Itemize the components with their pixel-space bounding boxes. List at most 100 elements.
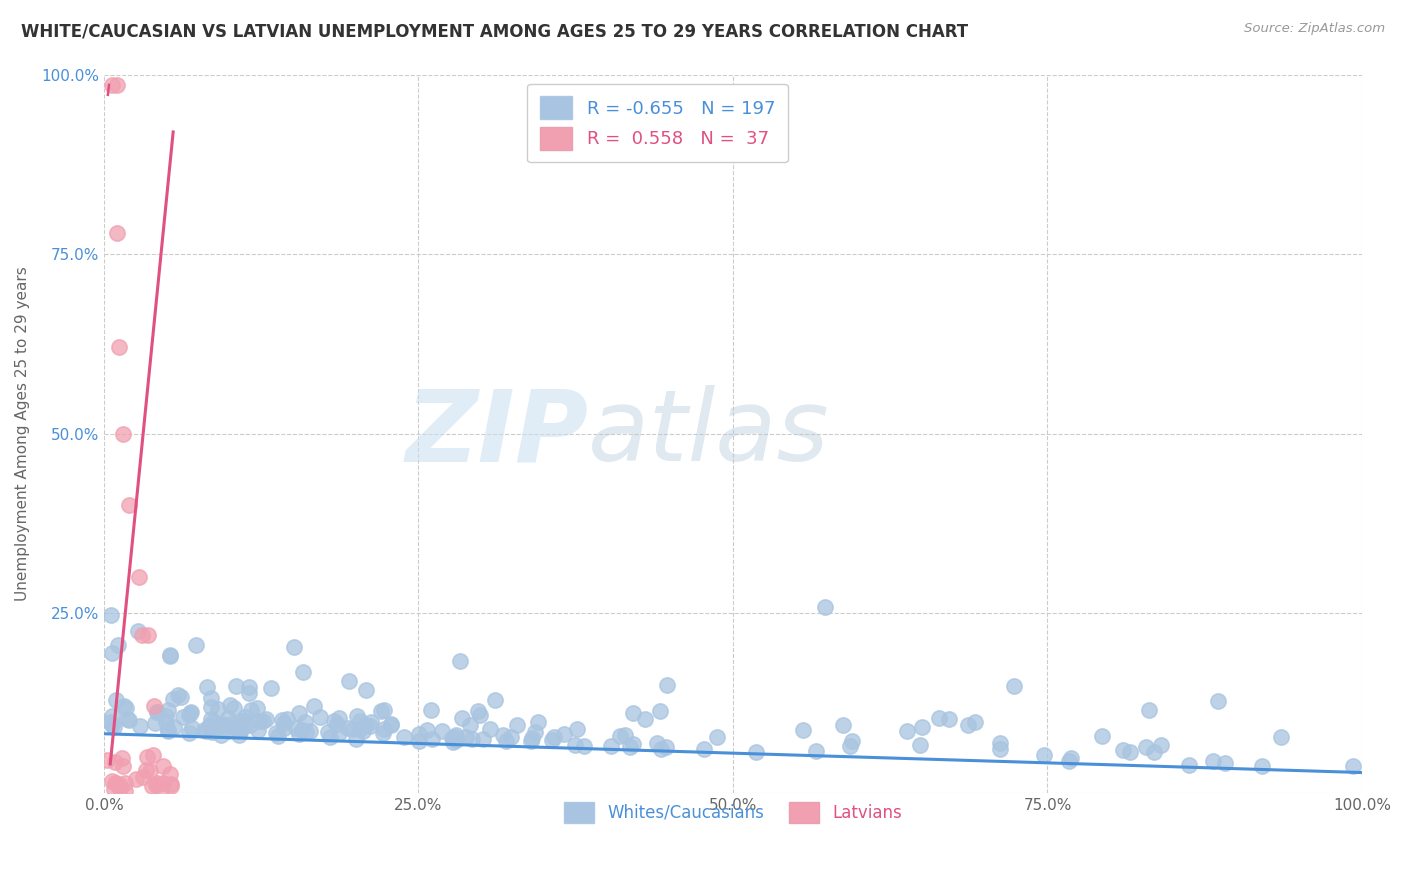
Point (112, 699, 135, 714)
Point (294, 714, 316, 729)
Point (1150, 738, 1173, 752)
Point (567, 722, 589, 736)
Point (349, 714, 371, 728)
Point (446, 728, 468, 742)
Point (179, 706, 201, 720)
Point (159, 767, 181, 781)
Point (103, 781, 125, 796)
Point (1202, 754, 1225, 768)
Point (600, 739, 623, 754)
Point (246, 723, 269, 737)
Text: WHITE/CAUCASIAN VS LATVIAN UNEMPLOYMENT AMONG AGES 25 TO 29 YEARS CORRELATION CH: WHITE/CAUCASIAN VS LATVIAN UNEMPLOYMENT … (21, 22, 969, 40)
Point (621, 737, 644, 751)
Point (145, 705, 167, 719)
Point (266, 726, 288, 740)
Point (353, 718, 375, 732)
Point (114, 783, 136, 797)
Point (416, 723, 439, 737)
Point (309, 710, 332, 724)
Point (419, 703, 441, 717)
Point (200, 690, 222, 705)
Point (118, 499, 141, 513)
Point (370, 704, 392, 718)
Point (506, 717, 529, 731)
Point (115, 701, 138, 715)
Point (371, 726, 394, 740)
Point (1032, 747, 1054, 762)
Point (141, 779, 163, 793)
Point (832, 718, 855, 732)
Text: ZIP: ZIP (405, 385, 588, 482)
Point (910, 738, 932, 752)
Point (149, 781, 172, 796)
Point (127, 624, 149, 638)
Point (420, 732, 443, 747)
Point (443, 733, 465, 747)
Point (322, 714, 344, 728)
Point (228, 728, 250, 742)
Point (408, 726, 430, 740)
Point (129, 718, 152, 732)
Point (449, 654, 471, 668)
Point (520, 731, 543, 746)
Point (744, 745, 766, 759)
Point (108, 782, 131, 797)
Point (988, 742, 1011, 756)
Point (526, 715, 548, 730)
Point (543, 730, 565, 744)
Point (336, 722, 359, 736)
Point (163, 720, 186, 734)
Point (238, 680, 260, 694)
Point (217, 723, 239, 738)
Point (380, 718, 402, 732)
Point (180, 705, 202, 719)
Point (254, 712, 277, 726)
Point (145, 778, 167, 792)
Point (194, 724, 217, 739)
Point (114, 776, 136, 790)
Point (136, 628, 159, 642)
Point (283, 640, 305, 655)
Point (619, 739, 641, 754)
Point (472, 731, 495, 746)
Point (239, 703, 262, 717)
Point (298, 723, 321, 738)
Point (645, 736, 668, 750)
Point (112, 759, 135, 773)
Point (499, 731, 522, 745)
Point (100, 608, 122, 623)
Point (814, 599, 837, 614)
Point (143, 715, 166, 730)
Point (344, 731, 367, 746)
Point (524, 725, 547, 739)
Point (266, 729, 288, 743)
Point (360, 714, 382, 729)
Point (229, 723, 252, 738)
Point (128, 570, 150, 584)
Point (553, 727, 575, 741)
Point (928, 710, 950, 724)
Point (179, 708, 201, 723)
Point (143, 699, 166, 714)
Point (430, 724, 453, 739)
Point (484, 693, 506, 707)
Point (1002, 679, 1025, 693)
Point (131, 628, 153, 642)
Point (108, 778, 131, 792)
Point (156, 723, 179, 738)
Point (1178, 758, 1201, 772)
Point (326, 716, 349, 731)
Point (177, 725, 200, 739)
Point (231, 720, 253, 734)
Point (170, 690, 193, 704)
Point (233, 710, 256, 724)
Point (1060, 750, 1083, 764)
Point (209, 728, 232, 742)
Point (460, 732, 482, 747)
Point (648, 704, 671, 718)
Point (1270, 730, 1292, 744)
Point (139, 764, 162, 778)
Point (373, 703, 395, 717)
Point (287, 726, 309, 740)
Point (172, 709, 194, 723)
